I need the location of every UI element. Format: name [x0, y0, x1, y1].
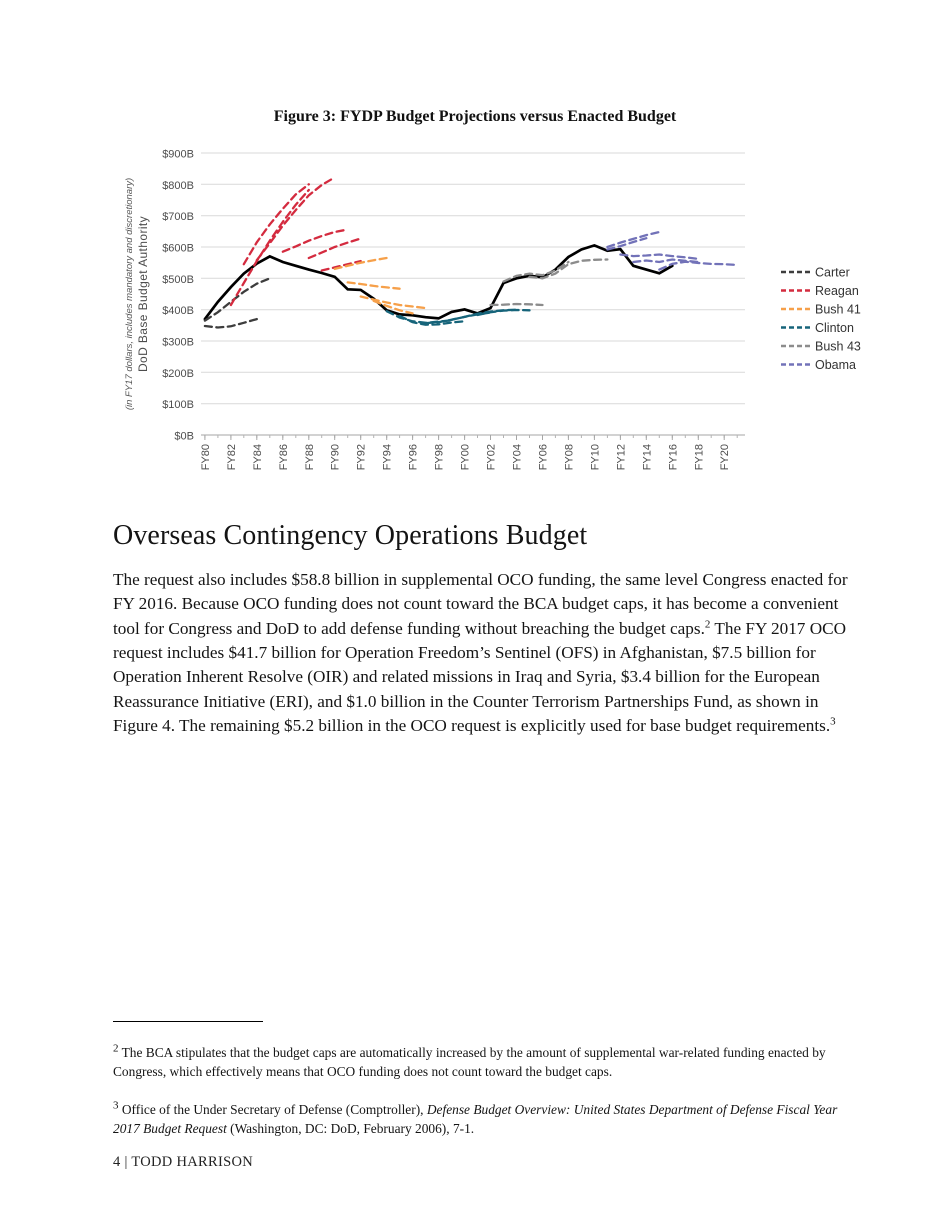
legend-label-obama: Obama: [815, 358, 856, 372]
series-clinton: [398, 314, 466, 326]
series-obama: [606, 237, 648, 251]
paragraph-text-2: The FY 2017 OCO request includes $41.7 b…: [113, 618, 846, 735]
y-axis-subtitle: (in FY17 dollars, includes mandatory and…: [124, 178, 135, 410]
budget-chart: $0B $100B $200B $300B $400B $500B $600B $700B $8…: [115, 136, 905, 488]
legend-label-bush-41: Bush 41: [815, 303, 861, 317]
footnote-ref-3: 3: [830, 715, 836, 728]
x-tick-label: FY88: [304, 444, 316, 470]
x-tick-label: FY04: [512, 444, 524, 470]
y-tick-label: $600B: [162, 243, 194, 255]
y-tick-label: $100B: [162, 399, 194, 411]
y-tick-label: $300B: [162, 337, 194, 349]
y-tick-label: $800B: [162, 180, 194, 192]
series-bush-41: [346, 281, 401, 290]
page-footer: 4 | TODD HARRISON: [113, 1154, 253, 1170]
x-tick-label: FY90: [330, 444, 342, 470]
y-axis-title: DoD Base Budget Authority: [136, 216, 150, 372]
footnote-separator: [113, 1021, 263, 1022]
footnote-3-text-post: (Washington, DC: DoD, February 2006), 7-…: [226, 1120, 475, 1136]
x-tick-label: FY12: [615, 444, 627, 470]
series-clinton: [450, 308, 518, 321]
series-obama: [632, 258, 700, 264]
series-carter: [203, 317, 258, 329]
x-tick-label: FY14: [641, 444, 653, 470]
series-bush-41: [359, 295, 427, 310]
series-enacted: [203, 243, 674, 321]
series-bush-43: [502, 260, 570, 283]
y-tick-label: $400B: [162, 305, 194, 317]
series-bush-41: [372, 299, 414, 315]
legend-label-clinton: Clinton: [815, 321, 854, 335]
series-obama: [606, 230, 661, 249]
x-tick-label: FY06: [538, 444, 550, 470]
x-tick-label: FY86: [278, 444, 290, 470]
section-heading: Overseas Contingency Operations Budget: [113, 519, 588, 551]
figure-title: Figure 3: FYDP Budget Projections versus…: [273, 108, 677, 125]
x-tick-label: FY02: [486, 444, 498, 470]
paragraph-text-1: The request also includes $58.8 billion …: [113, 570, 848, 638]
series-bush-43: [528, 258, 609, 280]
x-tick-label: FY84: [252, 444, 264, 470]
series-reagan: [307, 237, 362, 260]
x-tick-label: FY98: [434, 444, 446, 470]
footnote-3-text-pre: Office of the Under Secretary of Defense…: [118, 1102, 427, 1118]
body-paragraph: The request also includes $58.8 billion …: [113, 568, 855, 738]
series-obama: [658, 260, 739, 271]
series-reagan: [255, 176, 336, 262]
footnote-2-marker: 2: [113, 1042, 119, 1055]
series-carter: [203, 277, 271, 322]
footnote-ref-2: 2: [704, 618, 711, 631]
series-reagan: [242, 183, 310, 266]
y-tick-label: $0B: [174, 431, 194, 443]
x-tick-label: FY96: [408, 444, 420, 470]
footnote-3: 3 Office of the Under Secretary of Defen…: [113, 1099, 855, 1138]
x-tick-label: FY00: [460, 444, 472, 470]
budget-chart-svg: $0B $100B $200B $300B $400B $500B $600B $700B $8…: [124, 149, 861, 471]
x-tick-label: FY16: [667, 444, 679, 470]
y-tick-label: $700B: [162, 211, 194, 223]
x-tick-label: FY82: [226, 444, 238, 470]
series-reagan: [229, 188, 310, 307]
legend-label-bush-43: Bush 43: [815, 340, 861, 354]
y-tick-label: $500B: [162, 274, 194, 286]
footnote-3-source-title: Defense Budget Overview: United States D…: [113, 1102, 838, 1136]
x-tick-label: FY92: [356, 444, 368, 470]
legend-label-carter: Carter: [815, 266, 850, 280]
footnote-2: 2 The BCA stipulates that the budget cap…: [113, 1042, 855, 1081]
series-bush-41: [333, 256, 388, 271]
x-tick-label: FY08: [563, 444, 575, 470]
series-obama: [619, 253, 700, 261]
y-tick-label: $900B: [162, 149, 194, 161]
series-bush-43: [489, 302, 544, 307]
x-tick-label: FY94: [382, 444, 394, 470]
series-reagan: [320, 259, 362, 272]
series-clinton: [385, 310, 453, 324]
series-clinton: [424, 311, 492, 325]
x-tick-label: FY80: [200, 444, 212, 470]
series-clinton: [476, 308, 531, 317]
series-reagan: [281, 228, 349, 253]
x-tick-label: FY18: [693, 444, 705, 470]
footnote-3-marker: 3: [113, 1099, 119, 1112]
legend-label-reagan: Reagan: [815, 284, 859, 298]
x-tick-label: FY10: [589, 444, 601, 470]
footnote-2-text: The BCA stipulates that the budget caps …: [113, 1045, 826, 1079]
y-tick-label: $200B: [162, 368, 194, 380]
x-tick-label: FY20: [719, 444, 731, 470]
